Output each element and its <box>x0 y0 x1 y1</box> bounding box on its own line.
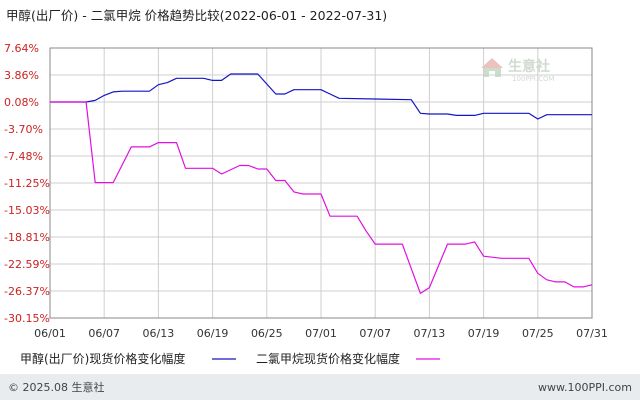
y-tick-label: 7.64% <box>4 42 39 55</box>
legend-label-series-2: 二氯甲烷现货价格变化幅度 <box>256 351 400 366</box>
y-tick-label: -30.15% <box>4 312 50 325</box>
x-tick-label: 07/31 <box>576 327 608 340</box>
series-line-1 <box>50 73 592 120</box>
x-tick-label: 07/01 <box>305 327 337 340</box>
legend-label-series-1: 甲醇(出厂价)现货价格变化幅度 <box>20 351 185 366</box>
y-tick-label: 3.86% <box>4 69 39 82</box>
x-tick-label: 06/25 <box>251 327 283 340</box>
series-line-2 <box>50 101 593 294</box>
y-tick-label: -22.59% <box>4 258 50 271</box>
house-logo-icon <box>481 58 503 77</box>
chart-title: 甲醇(出厂价) - 二氯甲烷 价格趋势比较(2022-06-01 - 2022-… <box>6 8 387 23</box>
y-tick-label: -11.25% <box>4 177 50 190</box>
x-tick-label: 07/07 <box>359 327 391 340</box>
y-tick-label: -7.48% <box>4 150 43 163</box>
x-tick-label: 06/07 <box>88 327 120 340</box>
footer-bar <box>0 374 640 400</box>
x-tick-label: 06/01 <box>34 327 66 340</box>
y-tick-label: -3.70% <box>4 123 43 136</box>
series-lines <box>50 73 593 294</box>
plot-frame <box>49 47 593 319</box>
y-axis-ticks: 7.64% 3.86% 0.08% -3.70% -7.48% -11.25% -15.03… <box>4 42 50 325</box>
gridlines <box>50 48 592 318</box>
watermark: 生意社 100PPI.COM <box>481 58 555 83</box>
watermark-brand: 生意社 <box>508 58 550 75</box>
y-tick-label: -18.81% <box>4 231 50 244</box>
x-tick-label: 06/19 <box>197 327 229 340</box>
footer-copyright: © 2025.08 生意社 <box>8 380 104 394</box>
footer: © 2025.08 生意社 www.100PPI.com <box>0 374 640 400</box>
x-axis-ticks: 06/01 06/07 06/13 06/19 06/25 07/01 07/07 07/13… <box>34 327 608 340</box>
legend: 甲醇(出厂价)现货价格变化幅度 二氯甲烷现货价格变化幅度 <box>20 351 440 366</box>
footer-site-url: www.100PPI.com <box>538 381 632 394</box>
y-tick-label: 0.08% <box>4 96 39 109</box>
y-tick-label: -15.03% <box>4 204 50 217</box>
x-tick-label: 06/13 <box>143 327 175 340</box>
x-tick-label: 07/13 <box>414 327 446 340</box>
x-tick-label: 07/25 <box>522 327 554 340</box>
watermark-url: 100PPI.COM <box>512 75 555 83</box>
x-tick-label: 07/19 <box>468 327 500 340</box>
y-tick-label: -26.37% <box>4 285 50 298</box>
